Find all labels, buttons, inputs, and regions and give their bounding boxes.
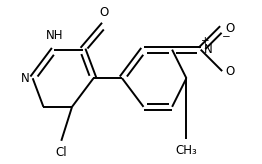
- Text: +: +: [201, 36, 210, 46]
- Text: N: N: [204, 43, 213, 56]
- Text: CH₃: CH₃: [176, 144, 197, 157]
- Text: Cl: Cl: [56, 146, 67, 159]
- Text: N: N: [20, 72, 29, 85]
- Text: O: O: [226, 65, 235, 78]
- Text: O: O: [100, 6, 109, 19]
- Text: O: O: [226, 22, 235, 35]
- Text: −: −: [222, 32, 231, 42]
- Text: NH: NH: [45, 30, 63, 42]
